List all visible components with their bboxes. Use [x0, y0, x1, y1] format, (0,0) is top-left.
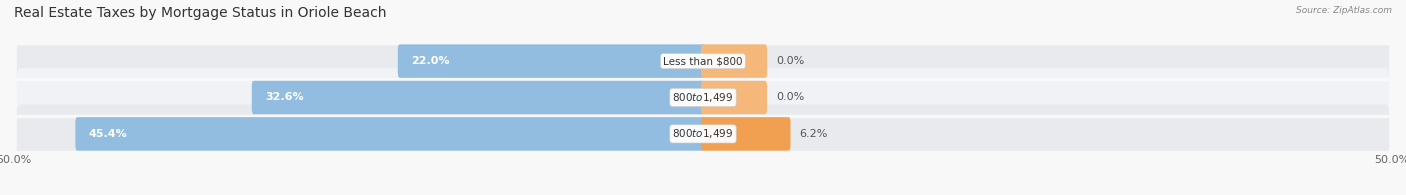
FancyBboxPatch shape — [252, 81, 704, 114]
Text: 32.6%: 32.6% — [264, 92, 304, 103]
FancyBboxPatch shape — [17, 68, 1389, 127]
FancyBboxPatch shape — [398, 44, 704, 78]
FancyBboxPatch shape — [17, 105, 1389, 163]
Text: Real Estate Taxes by Mortgage Status in Oriole Beach: Real Estate Taxes by Mortgage Status in … — [14, 6, 387, 20]
Text: 0.0%: 0.0% — [776, 56, 804, 66]
FancyBboxPatch shape — [702, 117, 790, 151]
Text: Source: ZipAtlas.com: Source: ZipAtlas.com — [1296, 6, 1392, 15]
Text: $800 to $1,499: $800 to $1,499 — [672, 127, 734, 140]
Text: 0.0%: 0.0% — [776, 92, 804, 103]
Text: 45.4%: 45.4% — [89, 129, 127, 139]
FancyBboxPatch shape — [702, 44, 768, 78]
FancyBboxPatch shape — [76, 117, 704, 151]
Text: Less than $800: Less than $800 — [664, 56, 742, 66]
Text: 22.0%: 22.0% — [411, 56, 450, 66]
Text: 6.2%: 6.2% — [800, 129, 828, 139]
FancyBboxPatch shape — [17, 32, 1389, 90]
FancyBboxPatch shape — [702, 81, 768, 114]
Text: $800 to $1,499: $800 to $1,499 — [672, 91, 734, 104]
